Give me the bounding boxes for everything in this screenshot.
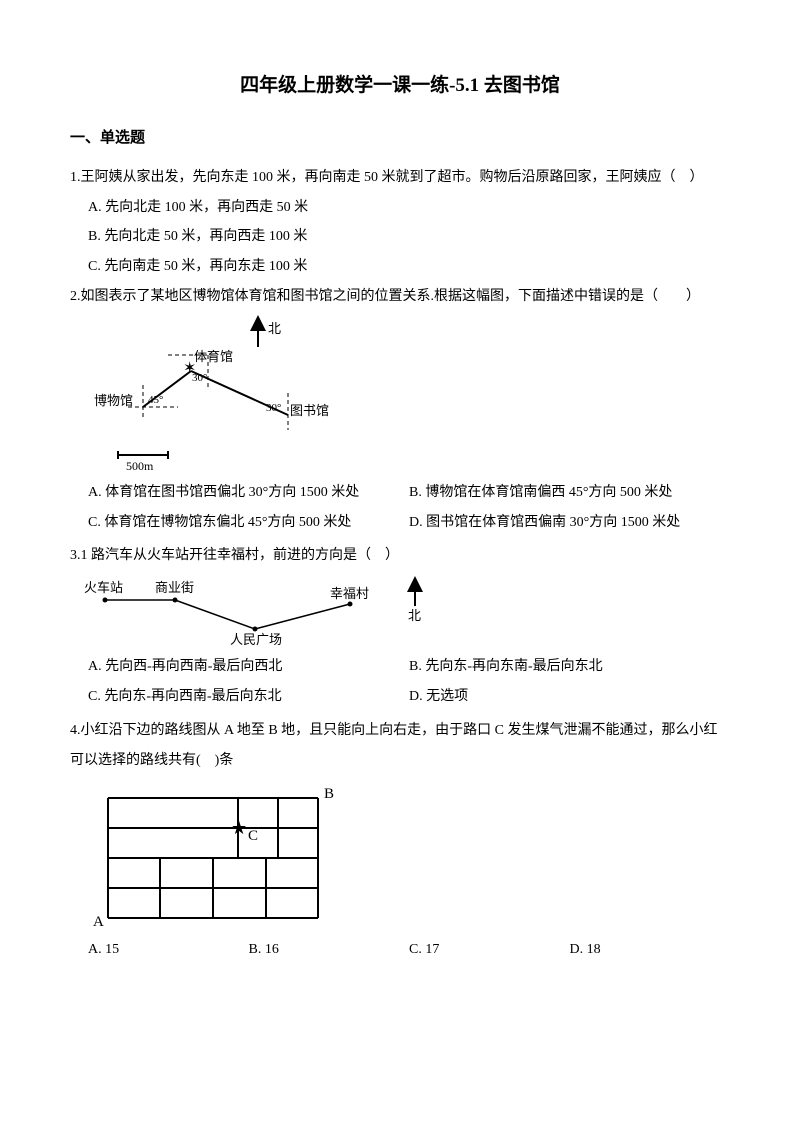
q1-stem: 1.王阿姨从家出发，先向东走 100 米，再向南走 50 米就到了超市。购物后沿… — [70, 166, 730, 190]
q3-opt-d: D. 无选项 — [409, 685, 730, 709]
q4-diagram: B A ★ C — [88, 778, 730, 928]
section-heading: 一、单选题 — [70, 126, 730, 152]
station-label: 火车站 — [84, 580, 123, 595]
q3-stem: 3.1 路汽车从火车站开往幸福村，前进的方向是（ ） — [70, 544, 730, 568]
shop-label: 商业街 — [155, 580, 194, 595]
angle-45: 45° — [148, 394, 163, 406]
q1-opt-b: B. 先向北走 50 米，再向西走 100 米 — [70, 225, 730, 249]
north-label: 北 — [268, 321, 281, 336]
q2-diagram: 北 ✶ 体育馆 30° 30° 图书馆 45° 博物馆 500m — [88, 315, 730, 475]
q4-opt-c: C. 17 — [409, 938, 570, 962]
q3-opt-b: B. 先向东-再向东南-最后向东北 — [409, 655, 730, 679]
label-a: A — [93, 914, 104, 928]
q4-stem-line2: 可以选择的路线共有( )条 — [70, 749, 730, 773]
q4-opt-d: D. 18 — [570, 938, 731, 962]
q2-opt-b: B. 博物馆在体育馆南偏西 45°方向 500 米处 — [409, 481, 730, 505]
label-c: C — [248, 828, 258, 844]
q1-opt-a: A. 先向北走 100 米，再向西走 50 米 — [70, 196, 730, 220]
star-icon: ★ — [231, 818, 247, 838]
q2-opt-c: C. 体育馆在博物馆东偏北 45°方向 500 米处 — [88, 511, 409, 535]
angle-30-right: 30° — [266, 402, 281, 414]
q2-opt-d: D. 图书馆在体育馆西偏南 30°方向 1500 米处 — [409, 511, 730, 535]
scale-label: 500m — [126, 459, 154, 473]
q3-opt-c: C. 先向东-再向西南-最后向东北 — [88, 685, 409, 709]
village-label: 幸福村 — [330, 586, 369, 601]
q4-stem-line1: 4.小红沿下边的路线图从 A 地至 B 地，且只能向上向右走，由于路口 C 发生… — [70, 719, 730, 743]
page-title: 四年级上册数学一课一练-5.1 去图书馆 — [70, 70, 730, 102]
north-label-q3: 北 — [408, 608, 421, 623]
q2-opt-a: A. 体育馆在图书馆西偏北 30°方向 1500 米处 — [88, 481, 409, 505]
museum-label: 博物馆 — [94, 393, 133, 408]
square-label: 人民广场 — [230, 632, 282, 647]
q3-opt-a: A. 先向西-再向西南-最后向西北 — [88, 655, 409, 679]
gym-label: 体育馆 — [194, 349, 233, 364]
q2-stem: 2.如图表示了某地区博物馆体育馆和图书馆之间的位置关系.根据这幅图，下面描述中错… — [70, 285, 730, 309]
q4-opt-b: B. 16 — [249, 938, 410, 962]
label-b: B — [324, 786, 334, 802]
q3-diagram: 火车站 商业街 幸福村 人民广场 北 — [80, 574, 730, 649]
q4-opt-a: A. 15 — [88, 938, 249, 962]
q1-opt-c: C. 先向南走 50 米，再向东走 100 米 — [70, 255, 730, 279]
library-label: 图书馆 — [290, 403, 329, 418]
